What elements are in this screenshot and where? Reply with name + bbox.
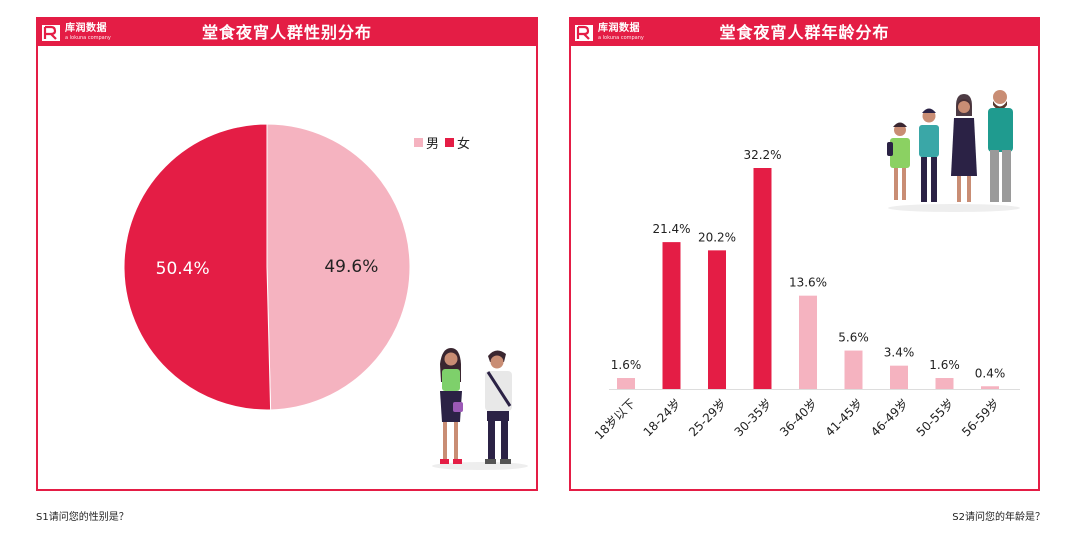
bar-41-45岁	[844, 350, 863, 389]
age-chart-panel: 库润数据 a lokuna company 堂食夜宵人群年龄分布 1.6% 18岁…	[569, 17, 1040, 491]
bar-value-label: 21.4%	[652, 222, 690, 236]
question-gender: S1请问您的性别是？	[36, 512, 129, 523]
logo-name: 库润数据	[598, 23, 640, 34]
bar-25-29岁	[708, 250, 726, 389]
pie-slice-label: 49.6%	[324, 257, 378, 277]
legend-swatch-female	[445, 138, 455, 147]
logo-tagline: a lokuna company	[65, 35, 111, 41]
gender-chart-panel: 库润数据 a lokuna company 堂食夜宵人群性别分布 49.6% 50…	[36, 17, 538, 491]
bar-value-label: 1.6%	[929, 358, 960, 372]
logo-icon	[42, 24, 60, 41]
x-tick-label: 30-35岁	[731, 396, 775, 440]
x-tick-label: 41-45岁	[822, 396, 866, 440]
x-tick-label: 50-55岁	[913, 396, 957, 440]
x-tick-label: 25-29岁	[685, 396, 729, 440]
company-logo: 库润数据 a lokuna company	[41, 22, 111, 43]
couple-illustration	[432, 348, 528, 470]
pie-slice-male	[266, 123, 411, 411]
bar-46-49岁	[890, 365, 908, 389]
bar-30-35岁	[753, 168, 772, 389]
legend-label-male: 男	[426, 137, 440, 152]
bar-value-label: 32.2%	[743, 148, 781, 162]
legend-swatch-male	[414, 138, 423, 147]
pie-legend: 男 女	[414, 133, 476, 152]
x-tick-label: 36-40岁	[776, 396, 820, 440]
family-illustration	[887, 90, 1020, 212]
logo-tagline: a lokuna company	[598, 35, 644, 41]
bar-36-40岁	[799, 295, 817, 389]
bar-50-55岁	[935, 378, 954, 389]
bar-value-label: 3.4%	[884, 346, 915, 360]
legend-label-female: 女	[457, 137, 471, 152]
x-tick-label: 56-59岁	[958, 396, 1002, 440]
logo-icon	[575, 24, 593, 41]
panel-header: 库润数据 a lokuna company 堂食夜宵人群年龄分布	[571, 19, 1038, 46]
bar-value-label: 20.2%	[698, 230, 736, 244]
x-tick-label: 18岁以下	[591, 396, 638, 443]
panel-title: 堂食夜宵人群性别分布	[201, 23, 372, 42]
bar-chart: 1.6% 18岁以下 21.4% 18-24岁 20.2% 25-29岁 32.2% 30-3…	[591, 148, 1020, 443]
bar-value-label: 1.6%	[611, 358, 642, 372]
panel-title: 堂食夜宵人群年龄分布	[719, 23, 890, 42]
x-tick-label: 46-49岁	[867, 396, 911, 440]
panel-header: 库润数据 a lokuna company 堂食夜宵人群性别分布	[38, 19, 536, 46]
bar-56-59岁	[981, 386, 999, 389]
bar-value-label: 0.4%	[975, 366, 1006, 380]
company-logo: 库润数据 a lokuna company	[574, 22, 644, 43]
bar-value-label: 5.6%	[838, 331, 869, 345]
bar-value-label: 13.6%	[789, 276, 827, 290]
question-age: S2请问您的年龄是？	[952, 512, 1045, 523]
pie-slice-female	[123, 123, 272, 411]
bar-18岁以下	[617, 378, 635, 389]
logo-name: 库润数据	[65, 23, 107, 34]
x-tick-label: 18-24岁	[640, 396, 684, 440]
pie-chart: 49.6% 50.4%	[123, 123, 411, 411]
pie-slice-label: 50.4%	[156, 259, 210, 279]
bar-18-24岁	[662, 242, 681, 389]
